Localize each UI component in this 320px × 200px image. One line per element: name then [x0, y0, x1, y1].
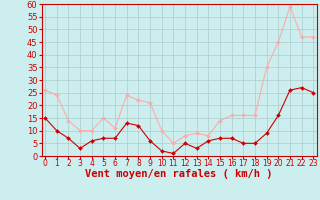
X-axis label: Vent moyen/en rafales ( km/h ): Vent moyen/en rafales ( km/h ) [85, 169, 273, 179]
